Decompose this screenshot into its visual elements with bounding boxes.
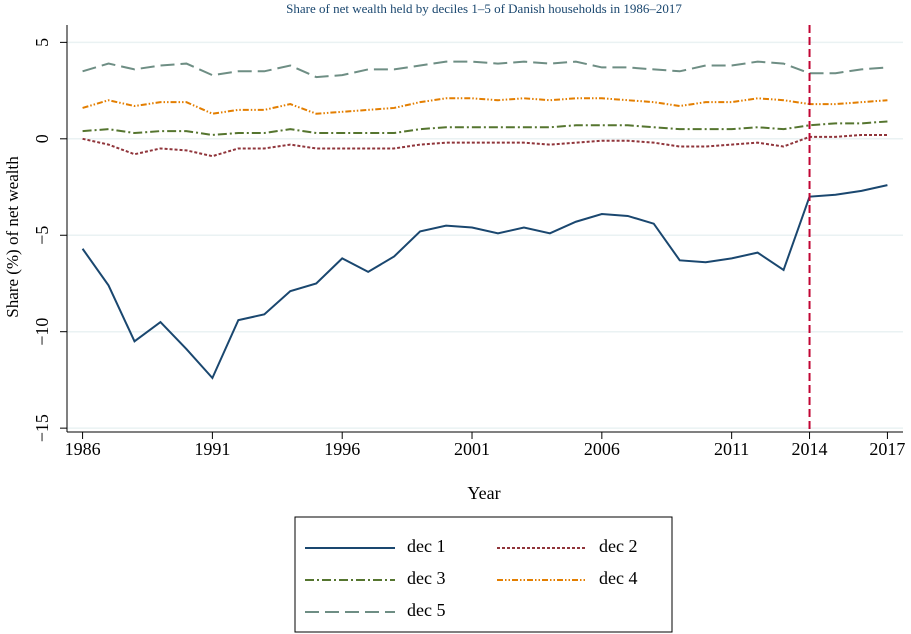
data-line [82, 60, 888, 79]
chart-title: Share of net wealth held by deciles 1–5 … [286, 1, 682, 16]
y-tick-label: −5 [32, 226, 52, 245]
x-tick-label: 2014 [792, 439, 828, 459]
x-tick-label: 1991 [194, 439, 230, 459]
x-tick-label: 2006 [584, 439, 620, 459]
x-tick-label: 1996 [324, 439, 360, 459]
data-line [82, 97, 888, 115]
x-axis-label: Year [467, 483, 500, 503]
y-tick-label: 5 [32, 38, 52, 47]
legend-label: dec 1 [407, 536, 445, 556]
legend-label: dec 2 [599, 536, 637, 556]
y-tick-label: −10 [32, 318, 52, 346]
legend-label: dec 5 [407, 600, 445, 620]
data-line [82, 120, 888, 136]
data-line [82, 133, 888, 158]
x-tick-label: 1986 [65, 439, 101, 459]
y-tick-label: −15 [32, 414, 52, 442]
y-tick-label: 0 [32, 134, 52, 143]
data-line [81, 184, 888, 380]
y-axis-label: Share (%) of net wealth [3, 156, 22, 318]
x-tick-label: 2011 [714, 439, 749, 459]
x-tick-label: 2017 [869, 439, 905, 459]
x-tick-label: 2001 [454, 439, 490, 459]
legend-label: dec 4 [599, 568, 637, 588]
legend-label: dec 3 [407, 568, 445, 588]
